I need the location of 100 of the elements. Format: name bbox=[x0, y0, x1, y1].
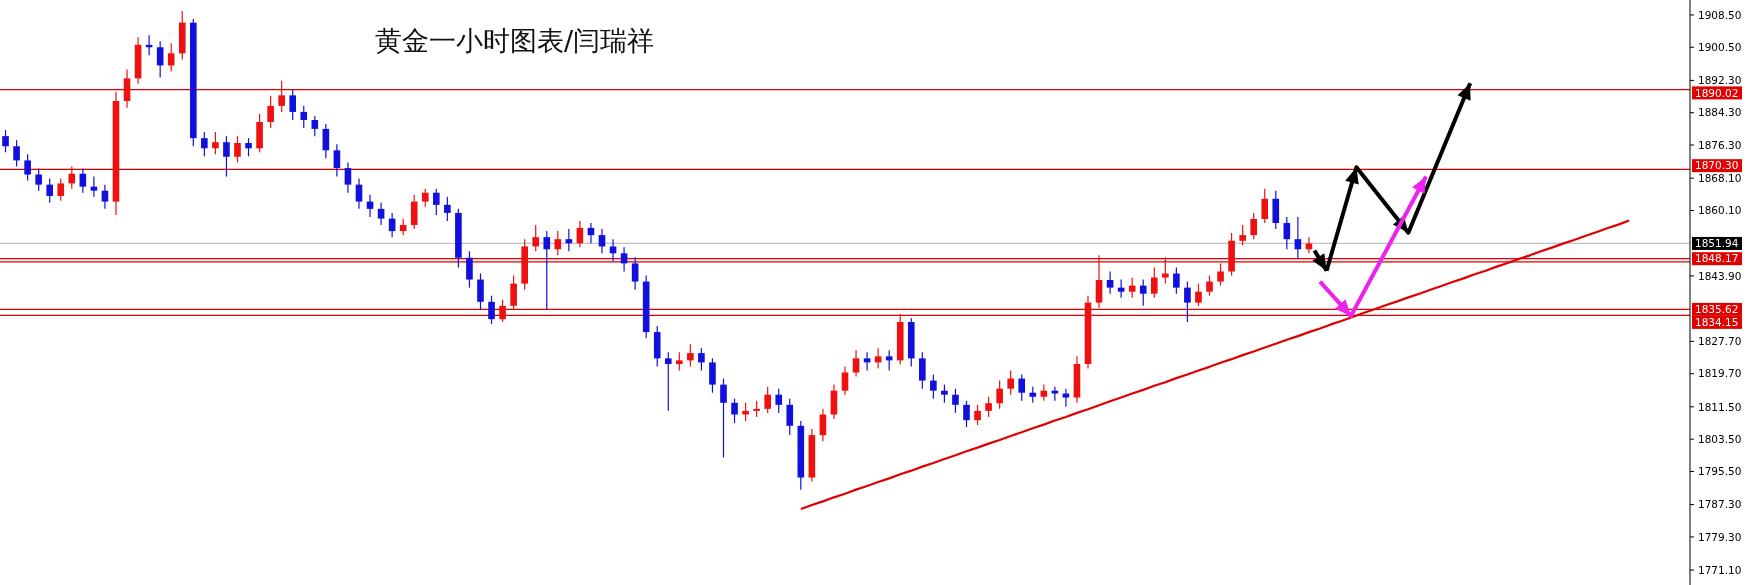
candlestick bbox=[830, 384, 838, 420]
candlestick bbox=[355, 177, 363, 210]
candlestick bbox=[311, 115, 319, 137]
candlestick bbox=[234, 135, 241, 164]
candlestick bbox=[13, 139, 20, 168]
candlestick bbox=[410, 194, 418, 230]
candlestick bbox=[985, 396, 992, 418]
candlestick bbox=[1139, 278, 1147, 307]
candlestick bbox=[488, 295, 495, 325]
candlestick bbox=[223, 135, 230, 178]
candlestick bbox=[57, 177, 65, 202]
candlestick bbox=[68, 165, 76, 190]
candlestick bbox=[1128, 276, 1136, 299]
candlestick bbox=[532, 224, 540, 252]
candlestick bbox=[1250, 212, 1258, 240]
candlestick bbox=[720, 377, 727, 458]
candlestick bbox=[698, 347, 705, 372]
candlestick bbox=[432, 188, 440, 216]
y-tick-label: 1892.30 bbox=[1698, 74, 1742, 87]
candlestick bbox=[620, 246, 628, 273]
y-tick-label: 1779.30 bbox=[1698, 530, 1742, 543]
ref-line-label: 1870.30 bbox=[1695, 159, 1739, 172]
candlestick bbox=[245, 137, 252, 157]
y-tick-label: 1827.70 bbox=[1698, 335, 1742, 348]
y-tick-label: 1876.30 bbox=[1698, 138, 1742, 151]
y-tick-label: 1819.70 bbox=[1698, 367, 1742, 380]
candlestick bbox=[709, 357, 716, 394]
candlestick bbox=[79, 167, 87, 194]
candlestick bbox=[156, 40, 164, 79]
candlestick bbox=[267, 95, 274, 129]
candlestick bbox=[499, 299, 506, 323]
candlestick bbox=[35, 167, 42, 192]
candlestick bbox=[609, 238, 617, 262]
y-tick-label: 1843.90 bbox=[1698, 269, 1742, 282]
candlestick bbox=[775, 388, 783, 414]
candlestick bbox=[874, 347, 882, 370]
candlestick bbox=[687, 343, 694, 368]
candlestick bbox=[421, 188, 429, 208]
candlestick bbox=[1261, 188, 1269, 224]
candlestick bbox=[510, 274, 517, 311]
y-tick-label: 1811.50 bbox=[1698, 400, 1742, 413]
candlestick bbox=[1051, 386, 1059, 402]
y-tick-label: 1860.10 bbox=[1698, 204, 1742, 217]
candlestick bbox=[676, 351, 683, 372]
candlestick bbox=[1007, 369, 1014, 396]
candlestick bbox=[786, 398, 794, 436]
candlestick bbox=[477, 272, 484, 311]
candlestick bbox=[1217, 262, 1224, 287]
candlestick bbox=[941, 384, 948, 404]
candlestick bbox=[764, 386, 771, 414]
candlestick bbox=[1283, 216, 1291, 250]
ref-line-label: 1848.17 bbox=[1695, 252, 1739, 265]
candlestick bbox=[1294, 216, 1302, 260]
candlestick bbox=[919, 351, 926, 390]
y-tick-label: 1900.50 bbox=[1698, 40, 1742, 53]
candlestick bbox=[1173, 266, 1180, 295]
candlestick bbox=[466, 250, 473, 289]
candlestick bbox=[46, 177, 54, 204]
candlestick bbox=[1150, 266, 1158, 299]
candlestick bbox=[123, 68, 131, 109]
candlestick bbox=[300, 105, 308, 129]
candlestick bbox=[201, 131, 208, 157]
candlestick bbox=[1195, 283, 1202, 307]
candlestick bbox=[212, 131, 219, 155]
candlestick bbox=[1018, 373, 1026, 402]
candlestick bbox=[444, 196, 451, 222]
candlestick bbox=[1305, 236, 1313, 254]
y-tick-label: 1787.30 bbox=[1698, 498, 1742, 511]
y-tick-label: 1771.10 bbox=[1698, 563, 1742, 576]
candlestick bbox=[333, 143, 341, 178]
candlestick bbox=[1184, 280, 1191, 323]
candlestick bbox=[167, 42, 175, 73]
candlestick bbox=[963, 400, 970, 428]
ref-line-label: 1890.02 bbox=[1695, 86, 1739, 99]
ref-line-label: 1834.15 bbox=[1695, 316, 1739, 329]
candlestick bbox=[24, 153, 31, 182]
candlestick bbox=[664, 351, 672, 412]
candlestick bbox=[930, 373, 937, 400]
ref-line-label: 1851.94 bbox=[1695, 237, 1739, 250]
y-tick-label: 1868.10 bbox=[1698, 171, 1742, 184]
candlestick bbox=[377, 202, 385, 226]
y-tick-label: 1884.30 bbox=[1698, 106, 1742, 119]
candlestick bbox=[1162, 256, 1169, 285]
candlestick bbox=[731, 398, 738, 424]
candlestick bbox=[101, 184, 109, 210]
y-tick-label: 1795.50 bbox=[1698, 465, 1742, 478]
candlestick bbox=[289, 89, 297, 121]
candlestick bbox=[841, 365, 849, 396]
candlestick bbox=[1106, 270, 1114, 295]
y-tick-label: 1803.50 bbox=[1698, 432, 1742, 445]
candlestick bbox=[1206, 274, 1213, 297]
text: 黄金一小时图表/闫瑞祥 bbox=[375, 25, 655, 56]
candlestick bbox=[1095, 254, 1103, 309]
candlestick bbox=[344, 161, 352, 194]
candlestick bbox=[554, 230, 562, 256]
y-tick-label: 1908.50 bbox=[1698, 8, 1742, 21]
candlestick bbox=[278, 80, 285, 113]
candlestick bbox=[952, 388, 959, 414]
candlestick bbox=[996, 379, 1003, 410]
ref-line-label: 1835.62 bbox=[1695, 303, 1739, 316]
